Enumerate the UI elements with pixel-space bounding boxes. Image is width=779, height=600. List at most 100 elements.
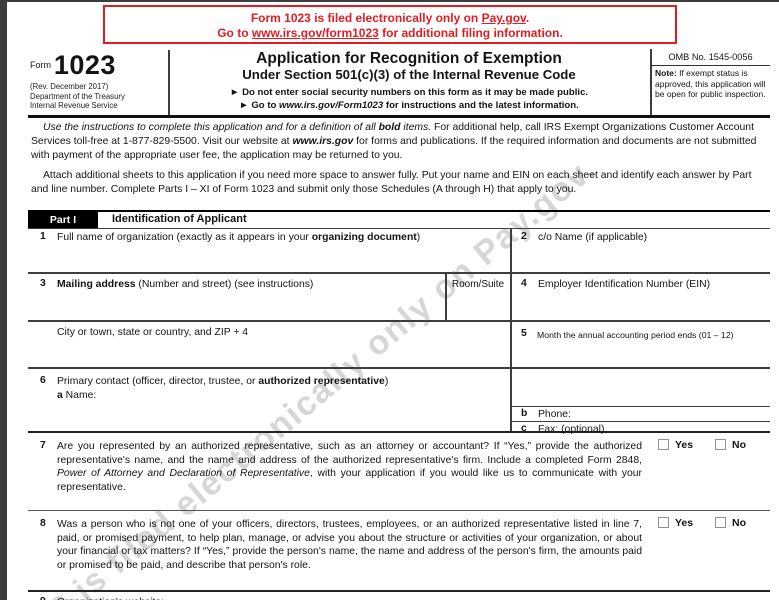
- line8-yes-label: Yes: [675, 517, 694, 529]
- header-bullet1: ► Do not enter social security numbers o…: [169, 86, 649, 99]
- field-room-suite-input[interactable]: [447, 293, 509, 317]
- line4-label: Employer Identification Number (EIN): [538, 279, 711, 290]
- line6a-letter: a: [57, 390, 63, 401]
- form-number: 1023: [53, 50, 116, 80]
- efile-banner-line2-text: Go to: [217, 26, 252, 40]
- part1-label: Part I: [28, 212, 98, 228]
- intro-p1-text1: For additional help, call IRS Exempt Org…: [31, 122, 754, 147]
- field-ein-input[interactable]: [538, 293, 763, 317]
- field-fax-input[interactable]: [615, 422, 765, 431]
- intro-paragraph-2: Attach additional sheets to this applica…: [31, 169, 770, 197]
- header-divider-left: [168, 50, 170, 115]
- line6-label: Primary contact (officer, director, trus…: [57, 375, 497, 388]
- intro-p1-italic2: items.: [400, 122, 432, 133]
- line9-label: Organization's website:: [57, 596, 357, 600]
- rule-row1-bottom: [28, 272, 770, 274]
- line3-label-post: (Number and street) (see instructions): [135, 279, 314, 290]
- line8-yes-checkbox[interactable]: [658, 517, 669, 528]
- line1-label-pre: Full name of organization (exactly as it…: [57, 232, 312, 243]
- line3-number: 3: [40, 278, 46, 289]
- part1-top-rule: [28, 210, 770, 212]
- intro-paragraph-1: Use the instructions to complete this ap…: [31, 121, 770, 163]
- field-phone-input[interactable]: [580, 407, 765, 420]
- grid-vertical-main: [510, 228, 512, 431]
- line7-yes-checkbox[interactable]: [658, 439, 669, 450]
- line5-label: Month the annual accounting period ends …: [537, 330, 734, 340]
- header-divider-right: [650, 49, 652, 115]
- line2-number: 2: [521, 231, 527, 242]
- line6a-label: a Name:: [57, 389, 357, 402]
- form-revision: (Rev. December 2017): [30, 82, 109, 91]
- public-inspection-note: Note: If exempt status is approved, this…: [651, 66, 770, 100]
- irs-website-mention: www.irs.gov: [292, 136, 354, 147]
- page-edge-left: [0, 0, 7, 600]
- intro-p1-bold-word: bold: [378, 122, 401, 133]
- header-bullet2-post: for instructions and the latest informat…: [383, 100, 579, 111]
- field-contact-name-input[interactable]: [100, 389, 495, 405]
- line6c-letter: c: [521, 423, 527, 434]
- arrowhead-icon: ►: [229, 87, 240, 98]
- line7-yes-label: Yes: [675, 439, 694, 451]
- intro-p2-text: Attach additional sheets to this applica…: [31, 170, 752, 195]
- line6b-label: Phone:: [538, 409, 571, 420]
- line2-label: c/o Name (if applicable): [538, 232, 648, 243]
- part1-bottom-rule: [28, 228, 770, 229]
- page-edge-top: [0, 0, 779, 2]
- form-subtitle: Under Section 501(c)(3) of the Internal …: [242, 67, 576, 82]
- field-org-name-input[interactable]: [57, 246, 497, 270]
- field-city-input[interactable]: [57, 341, 497, 363]
- line1-number: 1: [40, 231, 46, 242]
- line4-number: 4: [521, 278, 527, 289]
- rule-phone-top: [511, 406, 770, 407]
- line5-number: 5: [521, 328, 527, 339]
- line6-number: 6: [40, 375, 46, 386]
- efile-banner-line1-text: Form 1023 is filed electronically only o…: [250, 11, 482, 25]
- note-text: If exempt status is approved, this appli…: [655, 68, 766, 100]
- header-bullet1-text: Do not enter social security numbers on …: [239, 87, 589, 98]
- paygov-link[interactable]: Pay.gov: [481, 11, 526, 25]
- efile-banner: Form 1023 is filed electronically only o…: [103, 5, 677, 44]
- room-suite-label: Room/Suite: [451, 279, 505, 290]
- part1-heading: Identification of Applicant: [112, 213, 247, 225]
- line7-no-label: No: [732, 439, 746, 451]
- line8-no-label: No: [732, 517, 746, 529]
- note-label: Note:: [655, 68, 677, 78]
- rule-row8-bottom: [28, 590, 770, 592]
- line7-question-pre: Are you represented by an authorized rep…: [57, 441, 642, 466]
- line3-label: Mailing address (Number and street) (see…: [57, 278, 437, 291]
- rule-row7-bottom: [28, 510, 770, 511]
- form-title: Application for Recognition of Exemption: [256, 50, 562, 67]
- omb-note-block: OMB No. 1545-0056 Note: If exempt status…: [651, 49, 770, 100]
- form-word: Form: [30, 60, 51, 70]
- header-rule: [28, 115, 770, 118]
- irsgov-form1023-link[interactable]: www.irs.gov/form1023: [251, 26, 379, 40]
- line7-question: Are you represented by an authorized rep…: [57, 440, 642, 495]
- intro-p1-italic: Use the instructions to complete this ap…: [43, 122, 379, 133]
- form-number-block: Form 1023 (Rev. December 2017) Departmen…: [30, 50, 167, 111]
- line1-label: Full name of organization (exactly as it…: [57, 231, 497, 244]
- line7-question-post: , with your application if you would lik…: [57, 468, 642, 494]
- field-mailing-address-input[interactable]: [57, 293, 437, 317]
- city-label: City or town, state or country, and ZIP …: [57, 327, 249, 338]
- line6b-letter: b: [521, 408, 528, 419]
- grid-vertical-room: [445, 272, 447, 320]
- irsgov-instructions-link[interactable]: www.irs.gov/Form1023: [279, 100, 384, 111]
- line6-label-post: ): [384, 376, 389, 387]
- line3-label-bold: Mailing address: [57, 279, 136, 290]
- line1-label-bold: organizing document: [311, 232, 417, 243]
- line6-label-pre: Primary contact (officer, director, trus…: [57, 376, 259, 387]
- field-co-name-input[interactable]: [538, 246, 763, 270]
- line9-number: 9: [40, 596, 46, 600]
- line7-no-checkbox[interactable]: [715, 439, 726, 450]
- rule-row3-bottom: [28, 320, 770, 322]
- line8-question: Was a person who is not one of your offi…: [57, 519, 642, 572]
- efile-banner-line2: Go to www.irs.gov/form1023 for additiona…: [105, 26, 675, 41]
- header-bullet2-pre: Go to: [248, 100, 280, 111]
- efile-banner-line2-end: for additional filing information.: [378, 26, 563, 40]
- line8-no-checkbox[interactable]: [715, 517, 726, 528]
- agency-line2: Internal Revenue Service: [30, 101, 118, 111]
- field-accounting-month-input[interactable]: [537, 344, 762, 364]
- rule-fax-top: [511, 421, 770, 422]
- rule-city-bottom: [28, 367, 770, 369]
